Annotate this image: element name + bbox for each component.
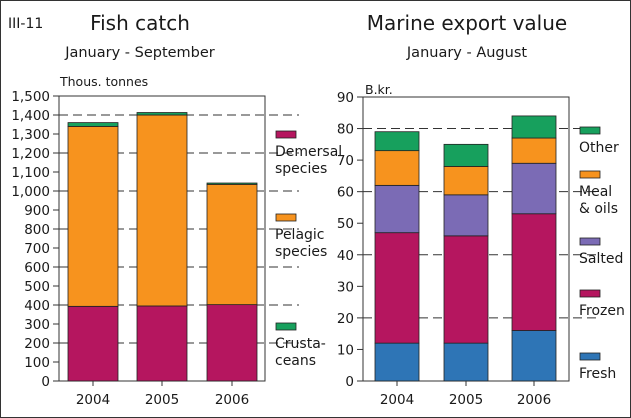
export-legend-label-line: Salted	[579, 251, 623, 267]
export-legend-label-other: Other	[579, 140, 619, 156]
marine-export-y-unit: B.kr.	[365, 82, 393, 97]
export-bar-2005-meal-oils	[443, 166, 489, 196]
fish-y-tick-label: 400	[24, 298, 50, 314]
fish-y-tick-label: 1,500	[11, 89, 50, 105]
export-y-tick-label: 50	[337, 216, 354, 232]
export-y-tick-label: 20	[337, 311, 354, 327]
export-bar-2006-salted	[511, 162, 557, 215]
fish-y-tick-label: 200	[24, 336, 50, 352]
fish-bar-2006-pelagic-species	[206, 183, 258, 306]
export-y-tick-label: 40	[337, 248, 354, 264]
fish-bar-2005-crusta-ceans	[136, 112, 188, 116]
fish-x-tick-label: 2004	[76, 392, 110, 408]
export-legend-label-meal-oils: Meal & oils	[579, 184, 618, 217]
fish-y-tick-label: 500	[24, 279, 50, 295]
export-legend-swatch-meal-oils	[579, 170, 601, 179]
export-y-tick-label: 90	[337, 90, 354, 106]
fish-legend-label-line: Demersal	[275, 144, 342, 160]
fish-y-tick-label: 1,300	[11, 127, 50, 143]
export-bar-2004-salted	[374, 184, 420, 234]
fish-bar-2004-crusta-ceans	[67, 122, 119, 127]
fish-bar-2004-demersal-species	[67, 305, 119, 382]
export-bar-2005-frozen	[443, 235, 489, 344]
export-legend-label-line: Other	[579, 140, 619, 156]
export-bar-2004-frozen	[374, 232, 420, 344]
export-legend-swatch-frozen	[579, 289, 601, 298]
export-bar-2006-meal-oils	[511, 137, 557, 164]
fish-y-tick-label: 900	[24, 203, 50, 219]
export-legend-label-line: Fresh	[579, 366, 616, 382]
export-legend-label-line: Meal	[579, 184, 612, 200]
fish-y-tick-label: 300	[24, 317, 50, 333]
fish-bar-2006-demersal-species	[206, 304, 258, 382]
export-legend-swatch-fresh	[579, 352, 601, 361]
fish-legend-label-line: species	[275, 244, 327, 260]
fish-legend-label-demersal-species: Demersal species	[275, 144, 342, 177]
marine-export-title: Marine export value	[367, 11, 567, 35]
export-y-tick-label: 0	[345, 374, 354, 390]
export-legend-label-line: Frozen	[579, 303, 625, 319]
fish-bar-2005-pelagic-species	[136, 114, 188, 307]
export-bar-2004-other	[374, 131, 420, 152]
fish-bar-2004-pelagic-species	[67, 126, 119, 307]
export-y-tick-label: 80	[337, 122, 354, 138]
export-bar-2004-fresh	[374, 342, 420, 382]
fish-x-tick-label: 2005	[145, 392, 179, 408]
fish-legend-label-crusta-ceans: Crusta-ceans	[275, 336, 326, 369]
fish-y-tick-label: 1,200	[11, 146, 50, 162]
export-legend-swatch-other	[579, 126, 601, 135]
fish-y-tick-label: 0	[41, 374, 50, 390]
export-y-tick-label: 70	[337, 153, 354, 169]
fish-y-tick-label: 1,400	[11, 108, 50, 124]
fish-bar-2005-demersal-species	[136, 305, 188, 382]
export-x-tick-label: 2005	[449, 392, 483, 408]
export-bar-2006-fresh	[511, 330, 557, 382]
export-legend-label-frozen: Frozen	[579, 303, 625, 319]
fish-legend-label-line: species	[275, 161, 327, 177]
fish-legend-swatch-crusta-ceans	[275, 322, 297, 331]
fish-legend-swatch-pelagic-species	[275, 213, 297, 222]
export-legend-label-line: & oils	[579, 201, 618, 217]
export-x-tick-label: 2004	[380, 392, 414, 408]
marine-export-subtitle: January - August	[406, 45, 527, 61]
fish-y-tick-label: 700	[24, 241, 50, 257]
figure-id: III-11	[8, 16, 43, 32]
export-bar-2006-frozen	[511, 213, 557, 331]
fish-legend-label-line: Crusta-	[275, 336, 326, 352]
fish-y-tick-label: 100	[24, 355, 50, 371]
fish-y-tick-label: 800	[24, 222, 50, 238]
fish-legend-label-line: Pelagic	[275, 227, 325, 243]
fish-y-tick-label: 1,100	[11, 165, 50, 181]
fish-bar-2006-crusta-ceans	[206, 182, 258, 185]
export-x-tick-label: 2006	[517, 392, 551, 408]
export-legend-swatch-salted	[579, 237, 601, 246]
fish-legend-swatch-demersal-species	[275, 130, 297, 139]
export-bar-2006-other	[511, 115, 557, 139]
fish-catch-chart: Fish catch January - September Thous. to…	[11, 11, 342, 408]
export-y-tick-label: 30	[337, 279, 354, 295]
fish-x-tick-label: 2006	[215, 392, 249, 408]
fish-y-tick-label: 1,000	[11, 184, 50, 200]
export-y-tick-label: 10	[337, 342, 354, 358]
fish-catch-y-unit: Thous. tonnes	[59, 74, 148, 89]
fish-y-tick-label: 600	[24, 260, 50, 276]
fish-catch-subtitle: January - September	[64, 45, 215, 61]
fish-legend-label-pelagic-species: Pelagic species	[275, 227, 327, 260]
fish-catch-title: Fish catch	[90, 11, 190, 35]
marine-export-chart: Marine export value January - August B.k…	[337, 11, 625, 408]
export-y-tick-label: 60	[337, 185, 354, 201]
export-bar-2004-meal-oils	[374, 150, 420, 186]
export-bar-2005-other	[443, 143, 489, 167]
export-legend-label-fresh: Fresh	[579, 366, 616, 382]
export-bar-2005-salted	[443, 194, 489, 237]
export-bar-2005-fresh	[443, 342, 489, 382]
fish-legend-label-line: ceans	[275, 353, 316, 369]
export-legend-label-salted: Salted	[579, 251, 623, 267]
